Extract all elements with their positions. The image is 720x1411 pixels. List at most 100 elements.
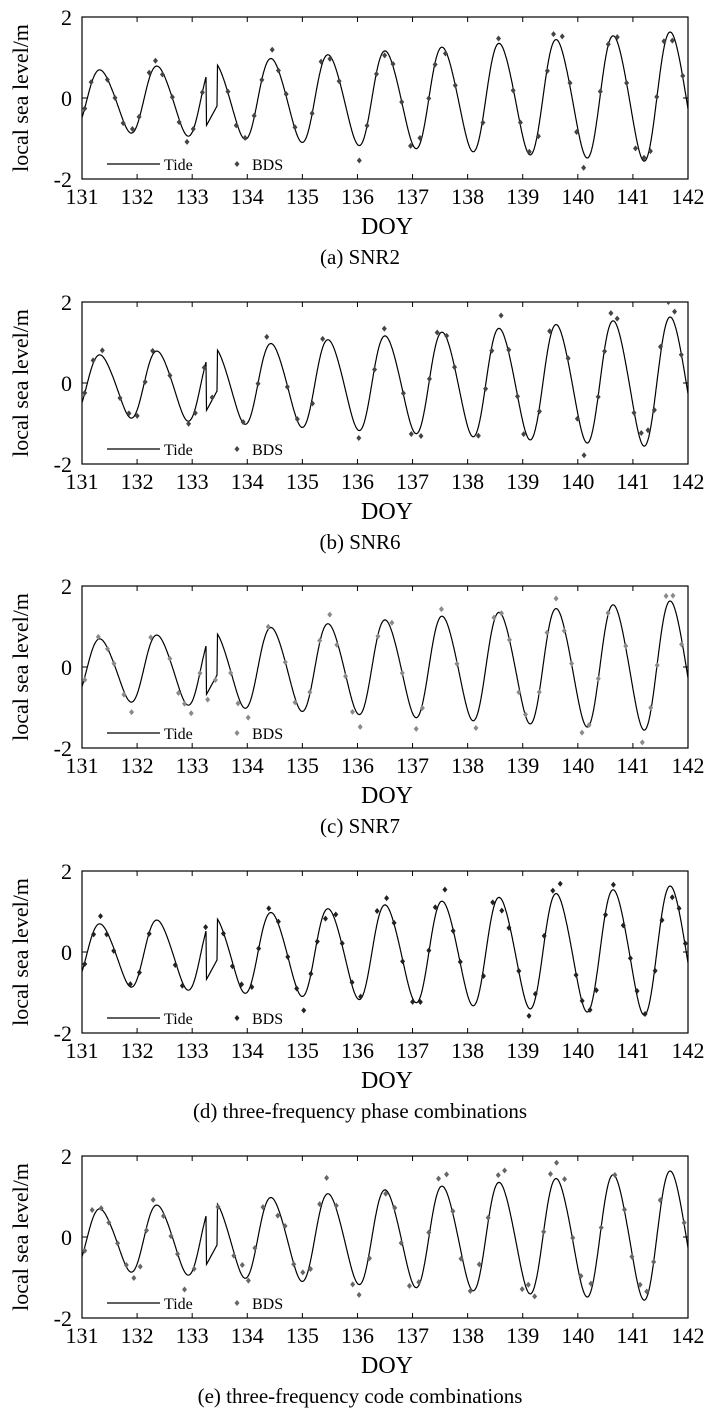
bds-point	[186, 420, 192, 427]
x-tick-label: 136	[341, 469, 374, 494]
bds-point	[148, 634, 154, 641]
bds-point	[516, 967, 522, 974]
x-tick-label: 141	[616, 184, 649, 209]
bds-point	[637, 1281, 643, 1288]
bds-point	[485, 1214, 491, 1221]
y-tick-label: 2	[61, 1144, 72, 1169]
bds-point	[595, 675, 601, 682]
bds-point	[498, 610, 504, 617]
bds-point	[526, 148, 532, 155]
y-axis-label: local sea level/m	[8, 1163, 33, 1311]
bds-point	[82, 389, 88, 396]
bds-point	[550, 887, 556, 894]
x-tick-label: 141	[616, 753, 649, 778]
bds-point	[624, 79, 630, 86]
bds-point	[680, 72, 686, 79]
bds-point	[547, 328, 553, 335]
bds-point	[602, 911, 608, 918]
bds-point	[495, 1172, 501, 1179]
bds-point	[541, 932, 547, 939]
bds-point	[282, 1223, 288, 1230]
y-axis-label: local sea level/m	[8, 593, 33, 741]
bds-point	[383, 1190, 389, 1197]
bds-point	[82, 676, 88, 683]
panel-caption: (d) three-frequency phase combinations	[193, 1099, 527, 1123]
bds-point	[454, 660, 460, 667]
bds-point	[284, 383, 290, 390]
legend-bds-swatch	[234, 1300, 240, 1306]
x-tick-label: 141	[616, 1323, 649, 1348]
bds-point	[502, 1167, 508, 1174]
bds-point	[400, 958, 406, 965]
tide-series-line	[82, 600, 688, 731]
bds-point	[419, 705, 425, 712]
legend-tide-label: Tide	[164, 726, 193, 743]
x-tick-label: 138	[451, 753, 484, 778]
bds-point	[570, 1234, 576, 1241]
bds-point	[678, 351, 684, 358]
bds-point	[426, 375, 432, 382]
bds-point	[641, 154, 647, 161]
bds-point	[621, 1206, 627, 1213]
bds-point	[182, 700, 188, 707]
bds-point	[191, 1265, 197, 1272]
bds-point	[265, 623, 271, 630]
bds-point	[235, 700, 241, 707]
bds-point	[417, 135, 423, 142]
bds-point	[457, 958, 463, 965]
x-tick-label: 137	[396, 1038, 429, 1063]
bds-point	[231, 1252, 237, 1259]
tide-series-line	[82, 1170, 688, 1301]
bds-point	[510, 87, 516, 94]
bds-point	[634, 987, 640, 994]
x-tick-label: 132	[121, 184, 154, 209]
x-tick-label: 134	[231, 469, 264, 494]
bds-point	[644, 1288, 650, 1295]
x-axis-label: DOY	[361, 1068, 413, 1094]
bds-point	[264, 333, 270, 340]
panel-caption: (e) three-frequency code combinations	[198, 1384, 523, 1408]
bds-point	[137, 1263, 143, 1270]
chart-panel-e: 131 132 133 134 135 136 137 138 139 140 141 142 -2 0 2…	[8, 1144, 705, 1408]
bds-point	[275, 67, 281, 74]
bds-point	[220, 930, 226, 937]
bds-point	[203, 924, 209, 931]
bds-point	[390, 60, 396, 67]
bds-point	[167, 655, 173, 662]
bds-point	[476, 1261, 482, 1268]
bds-point	[381, 325, 387, 332]
bds-point	[199, 89, 205, 96]
panel-caption: (c) SNR7	[320, 814, 400, 838]
x-tick-label: 132	[121, 1038, 154, 1063]
bds-point	[117, 394, 123, 401]
x-tick-label: 132	[121, 1323, 154, 1348]
bds-point	[547, 1170, 553, 1177]
bds-point	[544, 629, 550, 636]
bds-point	[418, 433, 424, 440]
bds-point	[192, 409, 198, 416]
bds-point	[532, 1293, 538, 1300]
bds-point	[120, 120, 126, 127]
bds-point	[573, 972, 579, 979]
legend-tide-label: Tide	[164, 442, 193, 459]
bds-point	[562, 1176, 568, 1183]
bds-point	[320, 335, 326, 342]
x-tick-label: 131	[66, 753, 99, 778]
bds-point	[475, 432, 481, 439]
chart-panel-d: 131 132 133 134 135 136 137 138 139 140 141 142 -2 0 2…	[8, 859, 705, 1123]
bds-point	[168, 1233, 174, 1240]
bds-point	[225, 88, 231, 95]
bds-point	[327, 55, 333, 62]
bds-point	[458, 1255, 464, 1262]
bds-point	[283, 91, 289, 98]
bds-point	[557, 880, 563, 887]
x-tick-label: 140	[561, 469, 594, 494]
bds-point	[438, 606, 444, 613]
x-tick-label: 133	[176, 1323, 209, 1348]
bds-series	[82, 592, 685, 746]
bds-point	[190, 126, 196, 133]
bds-point	[245, 714, 251, 721]
bds-point	[275, 1212, 281, 1219]
bds-point	[654, 662, 660, 669]
bds-point	[308, 970, 314, 977]
